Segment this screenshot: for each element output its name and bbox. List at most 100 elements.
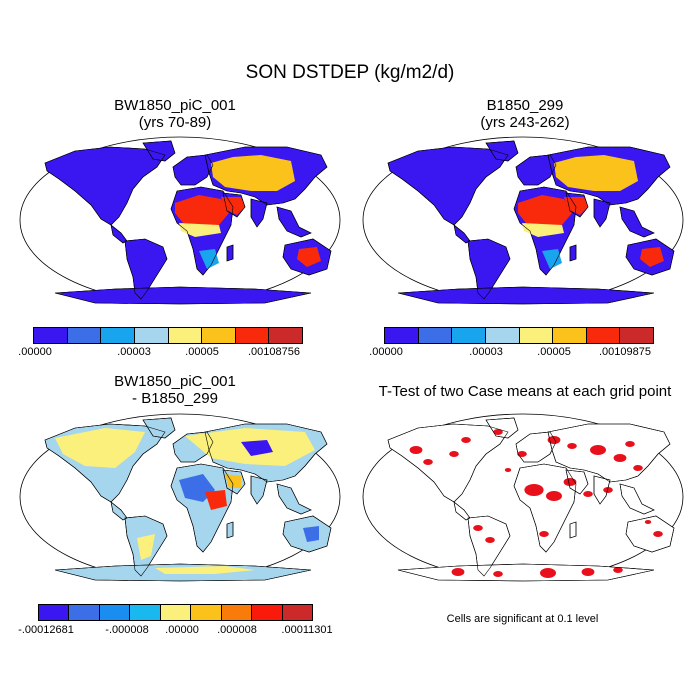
colorbar-swatch — [620, 328, 653, 343]
antarctica-coastline — [397, 286, 655, 305]
asia-coastline — [204, 146, 328, 206]
significant-cell-cluster — [473, 525, 483, 531]
panel-title-ttest: T-Test of two Case means at each grid po… — [350, 383, 700, 400]
colorbar-swatch — [385, 328, 419, 343]
colorbar-swatch — [485, 328, 520, 343]
map-case1 — [19, 136, 341, 305]
colorbar-case1-label: .00000 — [18, 346, 52, 358]
antarctica-coastline — [397, 563, 655, 582]
india-coastline — [593, 475, 611, 505]
asia-dust-fringe — [211, 155, 295, 191]
greenland-coastline — [485, 417, 519, 439]
australia-coastline — [625, 515, 675, 553]
panel-title-case1-line1: BW1850_piC_001 — [114, 97, 236, 114]
madagascar-coastline — [226, 521, 234, 539]
madagascar-coastline — [569, 244, 577, 262]
colorbar-swatch — [34, 328, 68, 343]
sahel-fringe — [522, 223, 564, 237]
map-ttest — [362, 413, 684, 582]
india-coastline — [250, 198, 268, 228]
australia-coastline — [282, 515, 332, 553]
greenland-coastline — [142, 417, 176, 439]
significant-cell-cluster — [485, 537, 495, 543]
europe-coastline — [172, 431, 214, 463]
colorbar-swatch — [269, 328, 302, 343]
greenland-coastline — [485, 140, 519, 162]
colorbar-swatch — [134, 328, 169, 343]
significant-cell-cluster — [451, 568, 465, 576]
africa-coastline — [513, 463, 577, 553]
colorbar-swatch — [67, 328, 102, 343]
main-title: SON DSTDEP (kg/m2/d) — [245, 62, 455, 83]
colorbar-diff — [38, 604, 313, 621]
colorbar-diff-label: -.00012681 — [18, 624, 74, 636]
se-asia-coastline — [619, 206, 655, 238]
significant-cell-cluster — [583, 491, 593, 497]
significant-cell-cluster — [603, 487, 613, 493]
significant-cell-cluster — [504, 468, 512, 472]
madagascar-land — [569, 244, 577, 262]
asia-coastline — [204, 423, 328, 483]
colorbar-case2-label: .00005 — [537, 346, 571, 358]
significant-cell-cluster — [625, 441, 635, 447]
colorbar-case1-label: .00108756 — [248, 346, 300, 358]
madagascar-coastline — [569, 521, 577, 539]
asia-blue — [241, 440, 273, 456]
arabia-coastline — [222, 192, 246, 218]
colorbar-case2-label: .00000 — [369, 346, 403, 358]
panel-title-case1-line2: (yrs 70-89) — [138, 114, 212, 131]
significant-cell-cluster — [546, 491, 562, 501]
na-positive — [55, 428, 145, 468]
colorbar-case1 — [33, 327, 303, 344]
se-asia-coastline — [276, 483, 312, 515]
significant-cell-cluster — [539, 531, 549, 537]
madagascar-coastline — [226, 244, 234, 262]
south-america-coastline — [124, 515, 168, 577]
colorbar-case2-label: .00003 — [469, 346, 503, 358]
colorbar-swatch — [101, 328, 135, 343]
significant-cell-cluster — [613, 454, 627, 462]
antarctica-positive — [155, 566, 255, 574]
significant-cell-cluster — [613, 567, 623, 573]
australia-dust — [640, 247, 664, 267]
colorbar-swatch — [235, 328, 270, 343]
india-coastline — [593, 198, 611, 228]
panel-title-diff-line1: BW1850_piC_001 — [114, 373, 236, 390]
middle-east-hotspot — [221, 197, 245, 215]
colorbar-swatch — [39, 605, 70, 620]
significant-cell-cluster — [547, 436, 561, 444]
south-america-coastline — [467, 238, 511, 300]
significant-cell-cluster — [581, 568, 595, 576]
panel-title-diff-line2: - B1850_299 — [132, 390, 218, 407]
map-case2 — [362, 136, 684, 305]
europe-coastline — [172, 154, 214, 186]
colorbar-diff-label: .000008 — [217, 624, 257, 636]
colorbar-swatch — [202, 328, 236, 343]
india-coastline — [250, 475, 268, 505]
colorbar-swatch — [519, 328, 554, 343]
north-america-coastline — [44, 423, 166, 503]
significant-cell-cluster — [493, 429, 503, 435]
colorbar-case2-label: .00109875 — [599, 346, 651, 358]
south-america-coastline — [467, 515, 511, 577]
colorbar-swatch — [452, 328, 486, 343]
sahel-fringe — [179, 223, 221, 237]
asia-dust-fringe — [554, 155, 638, 191]
panel-title-case2-line2: (yrs 243-262) — [480, 114, 570, 131]
significant-cell-cluster — [540, 568, 556, 578]
colorbar-diff-label: .00011301 — [281, 624, 333, 636]
colorbar-swatch — [282, 605, 312, 620]
colorbar-swatch — [191, 605, 222, 620]
colorbar-swatch — [160, 605, 192, 620]
colorbar-swatch — [418, 328, 453, 343]
significant-cell-cluster — [633, 465, 643, 471]
significant-cell-cluster — [493, 571, 503, 577]
southern-africa-dust — [542, 249, 562, 269]
significant-cell-cluster — [409, 446, 423, 454]
colorbar-swatch — [130, 605, 161, 620]
arabia-coastline — [565, 192, 589, 218]
significant-cell-cluster — [524, 484, 544, 496]
significant-cell-cluster — [590, 445, 606, 455]
colorbar-case1-label: .00005 — [185, 346, 219, 358]
antarctica-coastline — [54, 563, 312, 582]
